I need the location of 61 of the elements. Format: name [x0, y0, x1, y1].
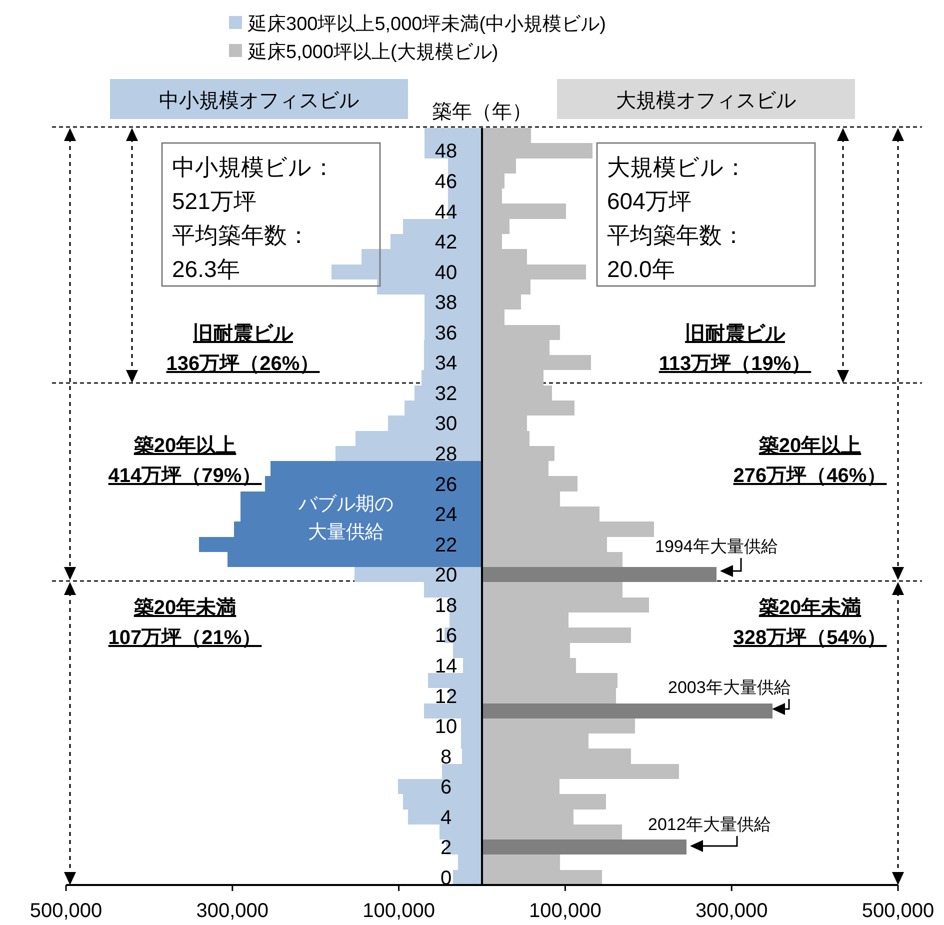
annotation: 築20年以上 [132, 435, 236, 457]
y-tick-label: 34 [434, 352, 458, 375]
annotation: 築20年以上 [758, 435, 862, 457]
annotation: 136万坪（26%） [166, 353, 320, 375]
y-tick-label: 26 [434, 474, 458, 496]
y-tick-label: 44 [434, 201, 458, 224]
y-tick-label: 36 [434, 322, 458, 344]
annotation: 2012年大量供給 [648, 815, 771, 834]
legend-label: 延床5,000坪以上(大規模ビル) [247, 41, 498, 63]
annotation: 平均築年数： [172, 222, 310, 248]
annotation: 旧耐震ビル [685, 323, 786, 345]
y-tick-label: 20 [434, 564, 458, 587]
y-tick-label: 22 [434, 534, 458, 556]
y-tick-label: 38 [434, 292, 458, 314]
annotation: 中小規模ビル： [172, 154, 335, 180]
annotation: 2003年大量供給 [668, 678, 791, 697]
annotation: 旧耐震ビル [193, 323, 294, 345]
x-tick-label: 500,000 [30, 900, 102, 922]
y-tick-label: 28 [434, 444, 458, 466]
y-tick-label: 12 [434, 686, 458, 708]
annotation: 107万坪（21%） [108, 627, 262, 649]
y-tick-label: 6 [440, 776, 452, 799]
y-tick-label: 46 [434, 170, 458, 193]
annotation: 築20年未満 [758, 597, 862, 619]
y-axis-title: 築年（年） [432, 101, 532, 123]
annotation: 大量供給 [308, 522, 384, 543]
x-tick-label: 100,000 [529, 900, 602, 922]
y-tick-label: 48 [434, 140, 458, 163]
annotation: 113万坪（19%） [658, 353, 812, 375]
y-tick-label: 10 [434, 716, 458, 738]
annotation: バブル期の [298, 494, 394, 515]
y-tick-label: 14 [434, 655, 458, 678]
y-tick-label: 18 [434, 594, 458, 617]
y-tick-label: 40 [434, 262, 458, 284]
text: 中小規模オフィスビル [159, 90, 359, 112]
annotation: 604万坪 [607, 188, 692, 214]
annotation: 1994年大量供給 [655, 537, 778, 556]
annotation: 521万坪 [172, 188, 256, 214]
y-tick-label: 0 [440, 867, 452, 890]
annotation: 20.0年 [607, 256, 675, 282]
annotation: 414万坪（79%） [108, 465, 262, 487]
y-tick-label: 30 [434, 413, 458, 436]
text: 大規模オフィスビル [616, 90, 796, 112]
x-tick-label: 100,000 [362, 900, 435, 922]
annotation: 平均築年数： [607, 222, 745, 248]
y-tick-label: 16 [434, 625, 458, 648]
x-tick-label: 300,000 [196, 900, 269, 922]
y-tick-label: 24 [434, 504, 458, 526]
y-tick-label: 2 [440, 837, 452, 860]
annotation: 276万坪（46%） [733, 465, 887, 487]
legend-label: 延床300坪以上5,000坪未満(中小規模ビル) [247, 13, 606, 35]
annotation: 328万坪（54%） [733, 627, 887, 649]
y-tick-label: 32 [434, 382, 458, 405]
y-tick-label: 4 [440, 806, 452, 829]
y-tick-label: 8 [440, 746, 452, 768]
y-tick-label: 42 [434, 232, 458, 254]
annotation: 大規模ビル： [607, 154, 747, 180]
annotation: 築20年未満 [132, 597, 236, 619]
x-tick-label: 500,000 [862, 900, 934, 922]
x-tick-label: 300,000 [695, 900, 768, 922]
annotation: 26.3年 [172, 256, 240, 282]
